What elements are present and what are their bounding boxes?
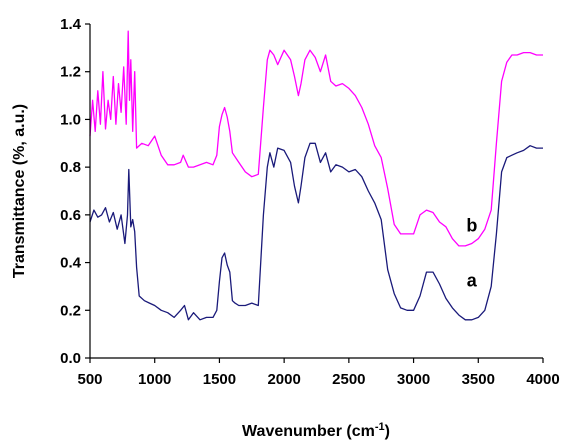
series-line-b [89,30,543,247]
x-tick-label: 1000 [138,371,171,388]
x-tick-label: 4000 [526,371,559,388]
y-tick-label: 0.8 [60,159,81,176]
x-axis-title-end: ) [385,423,390,440]
y-tick-label: 0.2 [60,302,81,319]
y-ticks: 0.0 0.2 0.4 0.6 0.8 1.0 1.2 1.4 [60,16,90,367]
series-label-b: b [466,216,477,236]
y-tick-label: 1.0 [60,111,81,128]
x-tick-label: 2500 [332,371,365,388]
y-tick-label: 0.0 [60,350,81,367]
y-tick-label: 1.2 [60,64,81,81]
curve-labels: ab [466,216,477,291]
x-tick-label: 1500 [203,371,236,388]
x-axis-title-sup: -1 [375,421,385,433]
y-tick-label: 1.4 [60,16,82,33]
y-tick-label: 0.4 [60,255,82,272]
series-line-a [89,142,543,321]
plot-area [89,30,543,321]
y-axis-title: Transmittance (%, a.u.) [11,104,28,278]
series-label-a: a [467,270,478,290]
x-tick-label: 2000 [267,371,300,388]
y-tick-label: 0.6 [60,207,81,224]
x-tick-label: 3000 [397,371,430,388]
x-axis-title-main: Wavenumber (cm [242,423,375,440]
x-ticks: 500 1000 1500 2000 2500 3000 3500 4000 [77,358,560,388]
x-axis-title: Wavenumber (cm-1) [242,421,390,440]
x-tick-label: 500 [77,371,102,388]
x-tick-label: 3500 [462,371,495,388]
